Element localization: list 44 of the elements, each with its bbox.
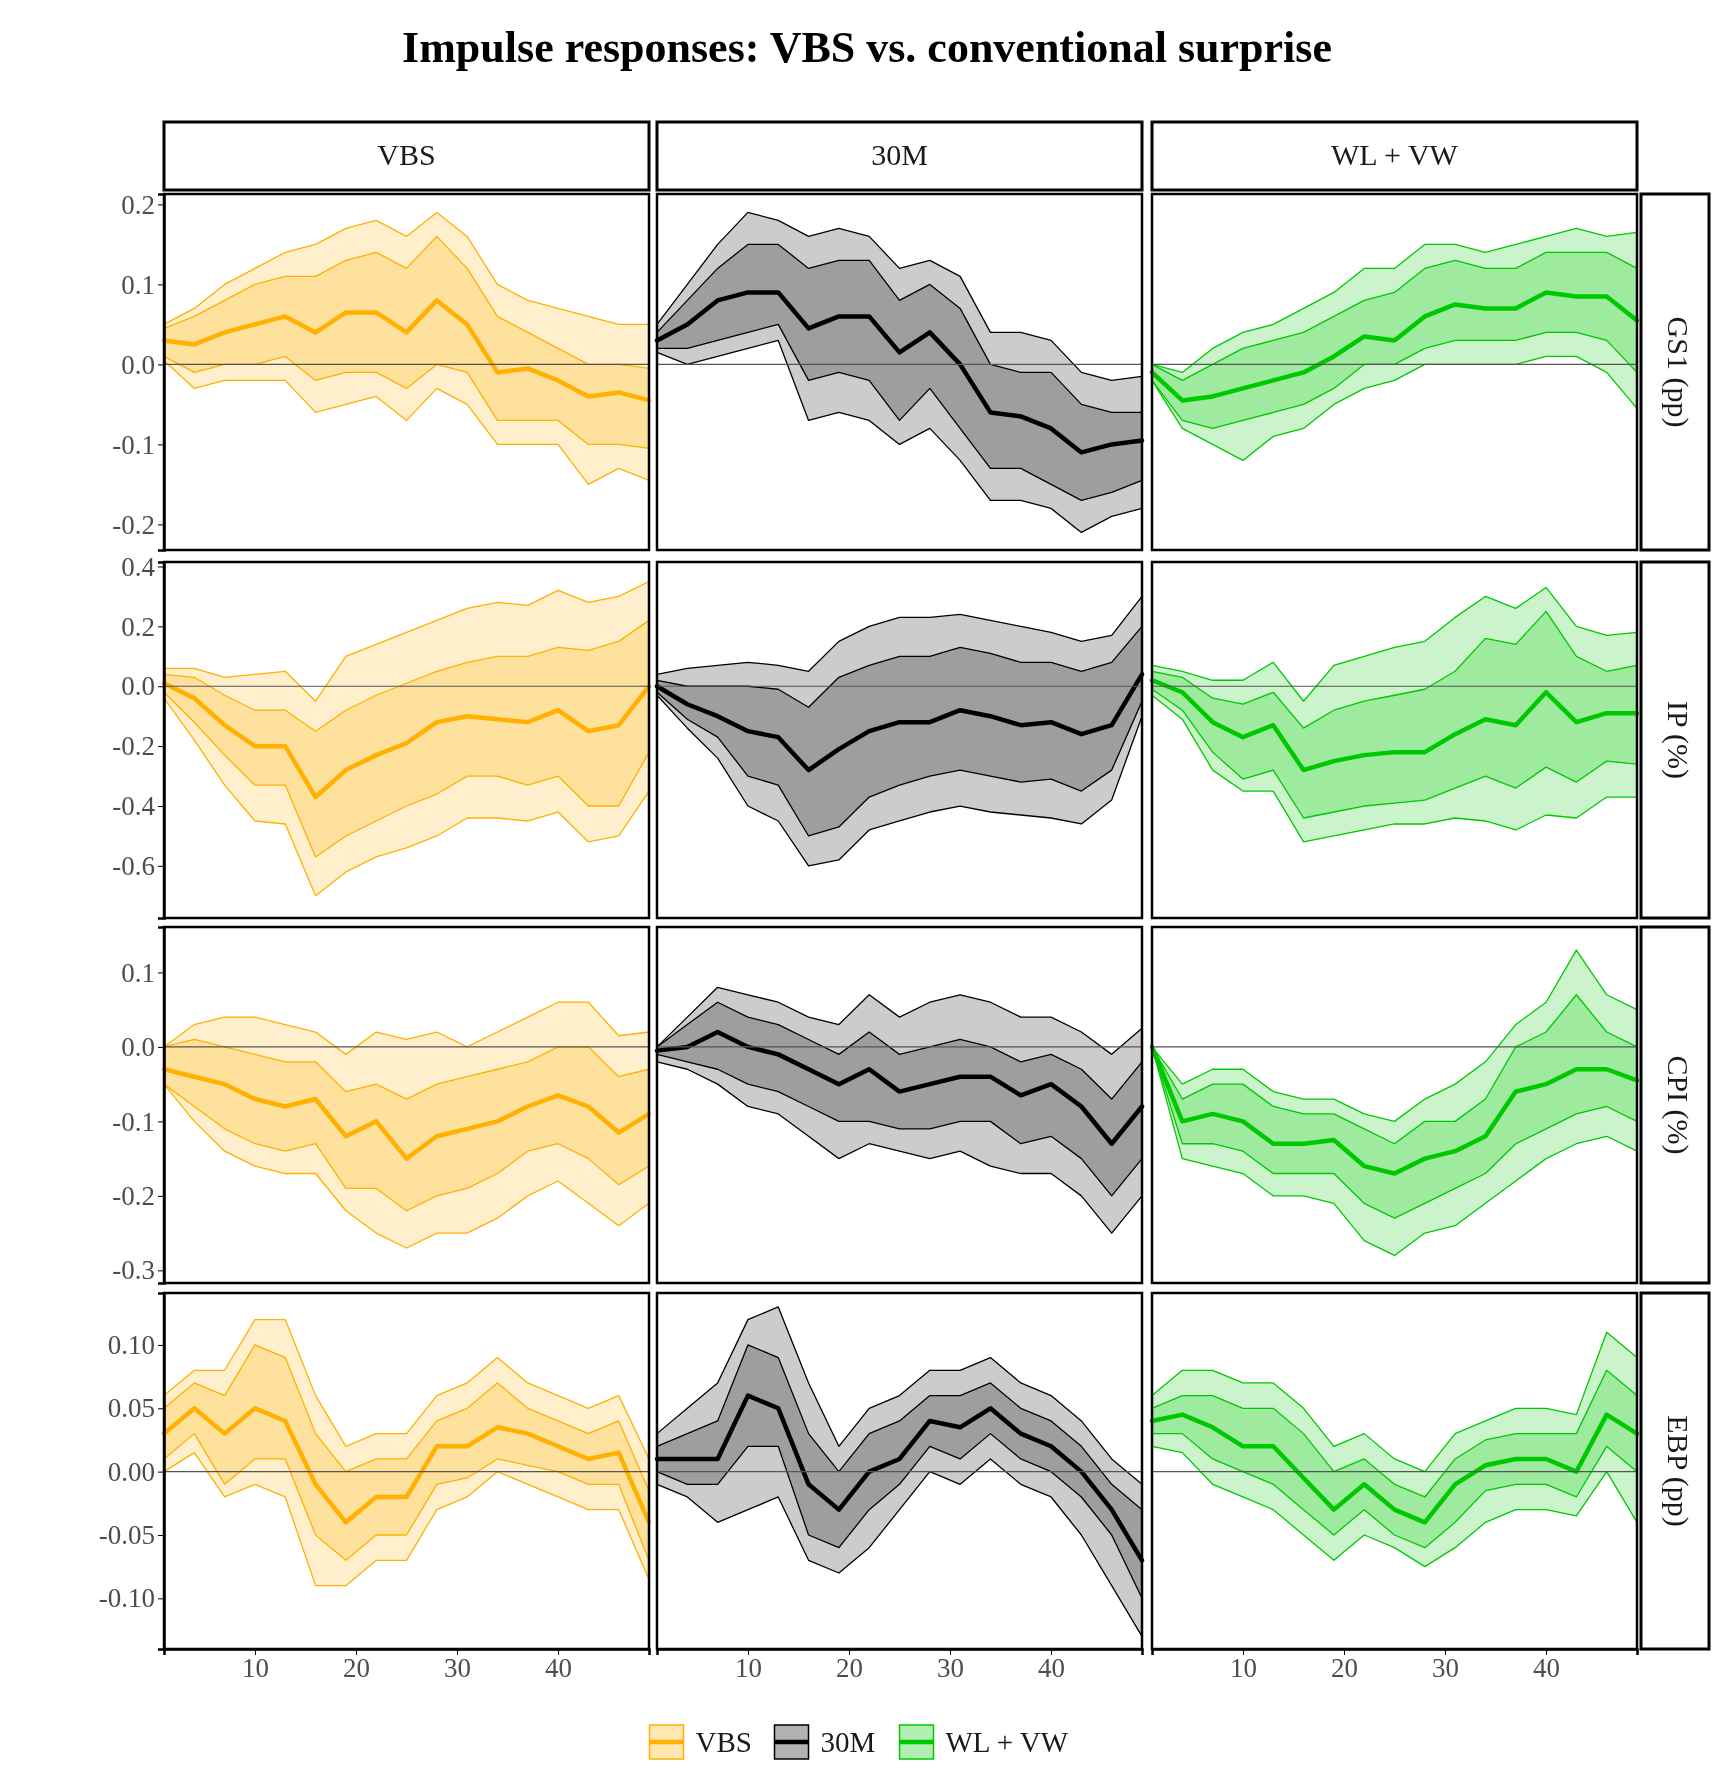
y-tick-label: -0.4 [112,791,156,822]
y-tick-label: 0.0 [121,349,155,380]
y-tick-label: 0.00 [107,1456,155,1487]
y-tick-label: 0.0 [121,1032,155,1063]
y-tick-label: -0.1 [112,1106,155,1137]
x-tick-label: 20 [835,1653,863,1684]
x-tick-label: 40 [545,1653,573,1684]
x-tick-label: 20 [1330,1653,1358,1684]
chart-subtitle: WL + VW [1331,138,1459,171]
y2-axis-title: IP (%) [1661,700,1696,780]
y-tick-label: 0.4 [121,551,156,582]
y-tick-label: -0.3 [112,1255,155,1286]
text: Impulse responses: VBS vs. conventional surprise [402,23,1332,72]
y-tick-label: 0.1 [121,269,155,300]
x-tick-label: 20 [342,1653,370,1684]
chart-subtitle: VBS [377,138,436,171]
y-tick-label: -0.2 [112,731,155,762]
x-tick-label: 10 [1229,1653,1257,1684]
y-tick-label: 0.10 [107,1330,155,1361]
y-tick-label: 0.1 [121,957,155,988]
y-tick-label: -0.2 [112,509,155,540]
x-tick-label: 30 [1432,1653,1460,1684]
y-tick-label: -0.6 [112,851,155,882]
chart-subtitle: 30M [871,138,928,171]
y2-axis-title: EBP (pp) [1661,1415,1696,1527]
legend-label: VBS [695,1726,752,1758]
x-tick-label: 30 [937,1653,965,1684]
x-tick-label: 40 [1533,1653,1561,1684]
y-tick-label: -0.1 [112,429,155,460]
x-tick-label: 10 [734,1653,762,1684]
y-tick-label: -0.2 [112,1181,155,1211]
y-tick-label: 0.0 [121,671,155,702]
legend-label: WL + VW [945,1726,1069,1758]
y2-axis-title: GS1 (pp) [1661,316,1696,428]
x-tick-label: 30 [444,1653,472,1684]
y2-axis-title: CPI (%) [1661,1055,1696,1155]
y-tick-label: 0.2 [121,189,155,220]
y-tick-label: 0.2 [121,611,155,642]
y-tick-label: 0.05 [107,1393,155,1424]
y-tick-label: -0.05 [98,1520,155,1551]
y-tick-label: -0.10 [98,1583,155,1614]
x-tick-label: 10 [241,1653,269,1684]
x-tick-label: 40 [1038,1653,1066,1684]
legend-label: 30M [820,1726,876,1758]
